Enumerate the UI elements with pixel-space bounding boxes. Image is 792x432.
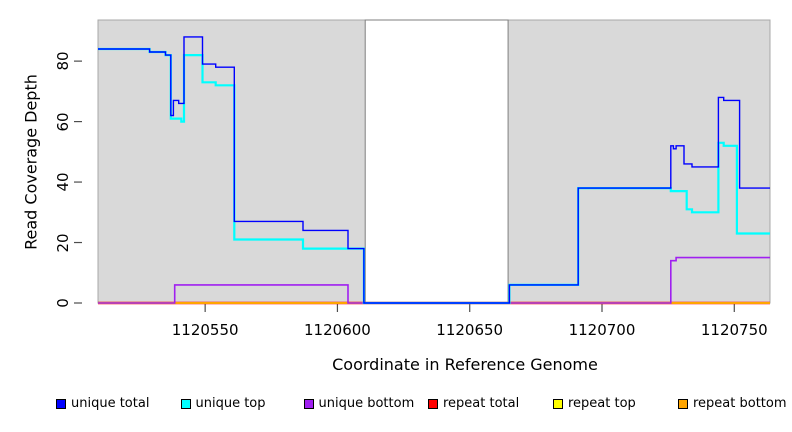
legend-label: repeat bottom bbox=[693, 396, 787, 411]
series-line-unique-total bbox=[98, 36, 770, 304]
legend-label: unique total bbox=[71, 396, 150, 411]
legend-swatch-icon bbox=[428, 399, 438, 409]
x-tick-label: 1120650 bbox=[436, 321, 504, 339]
series-line-unique-top bbox=[98, 47, 770, 305]
legend: unique total unique top unique bottom repea… bbox=[0, 396, 792, 428]
y-tick-label: 0 bbox=[54, 298, 72, 308]
legend-swatch-icon bbox=[303, 399, 314, 409]
x-axis-title: Coordinate in Reference Genome bbox=[332, 355, 598, 374]
x-tick-label: 1120550 bbox=[171, 321, 239, 339]
y-tick-label: 40 bbox=[54, 172, 72, 192]
legend-label: repeat total bbox=[443, 396, 520, 411]
y-axis-title: Read Coverage Depth bbox=[21, 74, 41, 250]
x-tick-label: 1120750 bbox=[700, 321, 768, 339]
legend-swatch-icon bbox=[678, 399, 688, 409]
legend-label: unique top bbox=[195, 396, 266, 411]
x-tick-label: 1120700 bbox=[568, 321, 636, 339]
legend-label: repeat top bbox=[568, 396, 636, 411]
no-data-gap bbox=[364, 19, 509, 304]
y-tick-label: 20 bbox=[54, 232, 72, 253]
legend-label: unique bottom bbox=[318, 396, 415, 411]
legend-swatch-icon bbox=[56, 399, 66, 409]
x-tick-label: 1120600 bbox=[304, 321, 371, 339]
legend-swatch-icon bbox=[553, 399, 563, 409]
y-tick-label: 60 bbox=[54, 112, 72, 132]
legend-swatch-icon bbox=[180, 399, 191, 409]
y-tick-label: 80 bbox=[54, 51, 72, 71]
